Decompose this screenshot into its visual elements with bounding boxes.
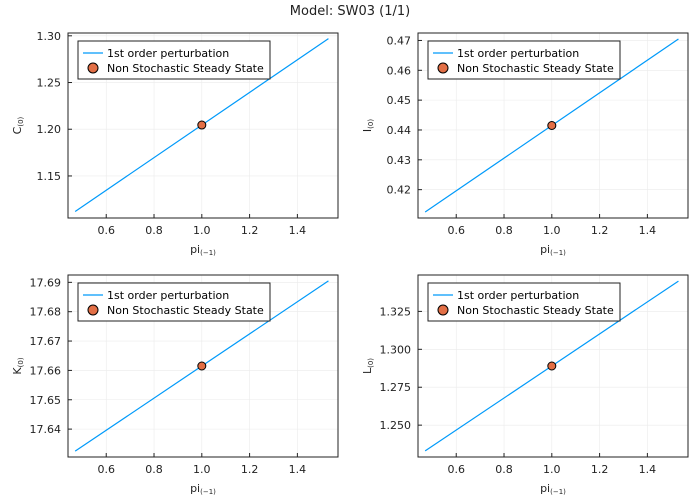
y-tick-label: 0.45 — [387, 94, 412, 107]
x-tick-label: 1.0 — [543, 463, 561, 476]
plot-frame — [417, 274, 689, 458]
y-tick-label: 1.275 — [380, 381, 412, 394]
plot-frame — [67, 32, 339, 219]
y-tick-label: 1.30 — [37, 30, 62, 43]
x-tick-label: 0.8 — [145, 463, 163, 476]
x-tick-label: 0.8 — [495, 224, 513, 237]
y-tick-label: 1.325 — [380, 305, 412, 318]
y-tick-label: 0.46 — [387, 64, 412, 77]
y-axis-label: I(0) — [361, 119, 375, 132]
legend-marker-swatch — [437, 304, 449, 316]
legend-marker-swatch — [87, 304, 99, 316]
y-axis-label: C(0) — [11, 116, 25, 134]
legend-label-line: 1st order perturbation — [457, 289, 579, 302]
x-tick-label: 1.2 — [591, 224, 609, 237]
y-tick-label: 17.64 — [30, 423, 62, 436]
x-tick-label: 0.8 — [145, 224, 163, 237]
x-tick-label: 1.4 — [639, 463, 657, 476]
y-tick-label: 0.42 — [387, 184, 412, 197]
legend: 1st order perturbation Non Stochastic Ste… — [427, 282, 621, 322]
y-tick-label: 1.20 — [37, 123, 62, 136]
x-tick-label: 1.2 — [241, 463, 259, 476]
plot-frame — [67, 274, 339, 458]
steady-state-point — [197, 120, 207, 130]
steady-state-point — [547, 121, 557, 130]
x-axis-label: pi(−1) — [540, 482, 566, 496]
y-tick-label: 1.300 — [380, 343, 412, 356]
subplot-4: 0.6 0.8 1.0 1.2 1.4 1.250 1.275 1.300 1.325 pi(−1… — [361, 274, 689, 496]
legend-box — [427, 282, 621, 322]
y-tick-label: 1.250 — [380, 419, 412, 432]
y-tick-label: 17.69 — [30, 276, 62, 289]
legend-box — [427, 40, 621, 80]
y-tick-label: 17.65 — [30, 394, 62, 407]
legend-box — [77, 282, 271, 322]
y-tick-label: 17.67 — [30, 335, 62, 348]
x-axis-label: pi(−1) — [190, 243, 216, 257]
x-tick-label: 1.4 — [289, 224, 307, 237]
steady-state-point — [197, 361, 207, 371]
x-tick-label: 1.0 — [543, 224, 561, 237]
y-axis-label: L(0) — [361, 358, 375, 374]
legend-label-marker: Non Stochastic Steady State — [457, 62, 614, 75]
legend: 1st order perturbation Non Stochastic Ste… — [427, 40, 621, 80]
x-tick-label: 1.0 — [193, 463, 211, 476]
x-tick-label: 1.4 — [289, 463, 307, 476]
y-tick-label: 17.66 — [30, 364, 62, 377]
legend-label-marker: Non Stochastic Steady State — [457, 304, 614, 317]
x-tick-label: 1.2 — [591, 463, 609, 476]
subplot-2: 0.6 0.8 1.0 1.2 1.4 0.42 0.43 0.44 0.45 0.46 0.47 p… — [361, 32, 689, 257]
x-tick-label: 0.6 — [97, 224, 115, 237]
x-axis-label: pi(−1) — [190, 482, 216, 496]
legend-label-line: 1st order perturbation — [107, 47, 229, 60]
x-tick-label: 0.6 — [97, 463, 115, 476]
legend-box — [77, 40, 271, 80]
x-tick-label: 0.6 — [447, 463, 465, 476]
x-tick-label: 0.8 — [495, 463, 513, 476]
legend-label-line: 1st order perturbation — [107, 289, 229, 302]
x-tick-label: 0.6 — [447, 224, 465, 237]
y-axis-label: K(0) — [11, 357, 25, 374]
x-axis-label: pi(−1) — [540, 243, 566, 257]
y-tick-label: 0.44 — [387, 124, 412, 137]
x-tick-label: 1.4 — [639, 224, 657, 237]
steady-state-point — [547, 361, 557, 371]
plot-frame — [417, 32, 689, 219]
subplot-3: 0.6 0.8 1.0 1.2 1.4 17.64 17.65 17.66 17.67 17.68… — [11, 274, 339, 496]
legend-label-marker: Non Stochastic Steady State — [107, 304, 264, 317]
y-tick-label: 0.43 — [387, 154, 412, 167]
legend-marker-swatch — [87, 62, 99, 74]
y-tick-label: 1.15 — [37, 170, 62, 183]
x-tick-label: 1.0 — [193, 224, 211, 237]
legend-label-marker: Non Stochastic Steady State — [107, 62, 264, 75]
y-tick-label: 0.47 — [387, 34, 412, 47]
legend-label-line: 1st order perturbation — [457, 47, 579, 60]
legend: 1st order perturbation Non Stochastic Ste… — [77, 282, 271, 322]
legend: 1st order perturbation Non Stochastic Ste… — [77, 40, 271, 80]
y-tick-label: 1.25 — [37, 77, 62, 90]
legend-marker-swatch — [437, 62, 449, 74]
figure-title: Model: SW03 (1/1) — [290, 4, 410, 19]
x-tick-label: 1.2 — [241, 224, 259, 237]
subplot-1: 0.6 0.8 1.0 1.2 1.4 1.15 1.20 1.25 1.30 pi(−1) C(0… — [11, 30, 339, 257]
y-tick-label: 17.68 — [30, 306, 62, 319]
